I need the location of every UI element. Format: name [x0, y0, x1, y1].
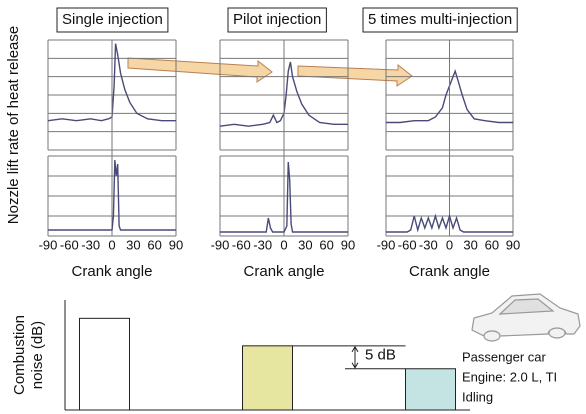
bar [405, 368, 456, 411]
title-box [362, 7, 518, 33]
y-axis-label: Nozzle lift rate of heat release [5, 26, 22, 224]
trace [386, 213, 513, 233]
trace [220, 161, 348, 233]
note: Passenger car [462, 349, 546, 364]
arrow [297, 63, 413, 87]
x-tick-label: 90 [341, 237, 355, 252]
arrow-head [351, 345, 359, 369]
trace [386, 69, 513, 124]
x-tick-label: 60 [147, 237, 161, 252]
x-tick-label: 60 [319, 237, 333, 252]
x-tick-label: -90 [377, 237, 396, 252]
arrow [127, 57, 273, 83]
bar [79, 317, 130, 411]
x-tick-label: -90 [39, 237, 58, 252]
car-icon [471, 293, 581, 342]
x-tick-label: 0 [446, 237, 453, 252]
x-tick-label: 30 [463, 237, 477, 252]
x-tick-label: 90 [506, 237, 520, 252]
annotation: 5 dB [365, 346, 396, 363]
x-axis-label: Crank angle [409, 263, 490, 280]
bar [242, 345, 293, 411]
x-tick-label: 60 [485, 237, 499, 252]
title-box [56, 7, 169, 33]
panel-title: Single injection [62, 11, 163, 28]
x-tick-label: -30 [81, 237, 100, 252]
x-tick-label: -30 [419, 237, 438, 252]
x-tick-label: -60 [398, 237, 417, 252]
y-axis-label: noise (dB) [29, 321, 46, 389]
panel-title: Pilot injection [233, 11, 321, 28]
y-axis-label: Combustion [11, 315, 28, 395]
note: Engine: 2.0 L, TI [462, 369, 557, 384]
x-tick-label: 90 [169, 237, 183, 252]
x-tick-label: 0 [108, 237, 115, 252]
x-tick-label: -90 [211, 237, 230, 252]
x-tick-label: -60 [232, 237, 251, 252]
note: Idling [462, 389, 493, 404]
x-tick-label: -30 [253, 237, 272, 252]
x-tick-label: -60 [60, 237, 79, 252]
x-tick-label: 30 [298, 237, 312, 252]
title-box [227, 7, 327, 33]
x-axis-label: Crank angle [244, 263, 325, 280]
panel-title: 5 times multi-injection [368, 11, 512, 28]
trace [47, 43, 176, 122]
x-tick-label: 0 [280, 237, 287, 252]
x-tick-label: 30 [126, 237, 140, 252]
trace [48, 159, 176, 231]
trace [219, 61, 348, 127]
x-axis-label: Crank angle [72, 263, 153, 280]
